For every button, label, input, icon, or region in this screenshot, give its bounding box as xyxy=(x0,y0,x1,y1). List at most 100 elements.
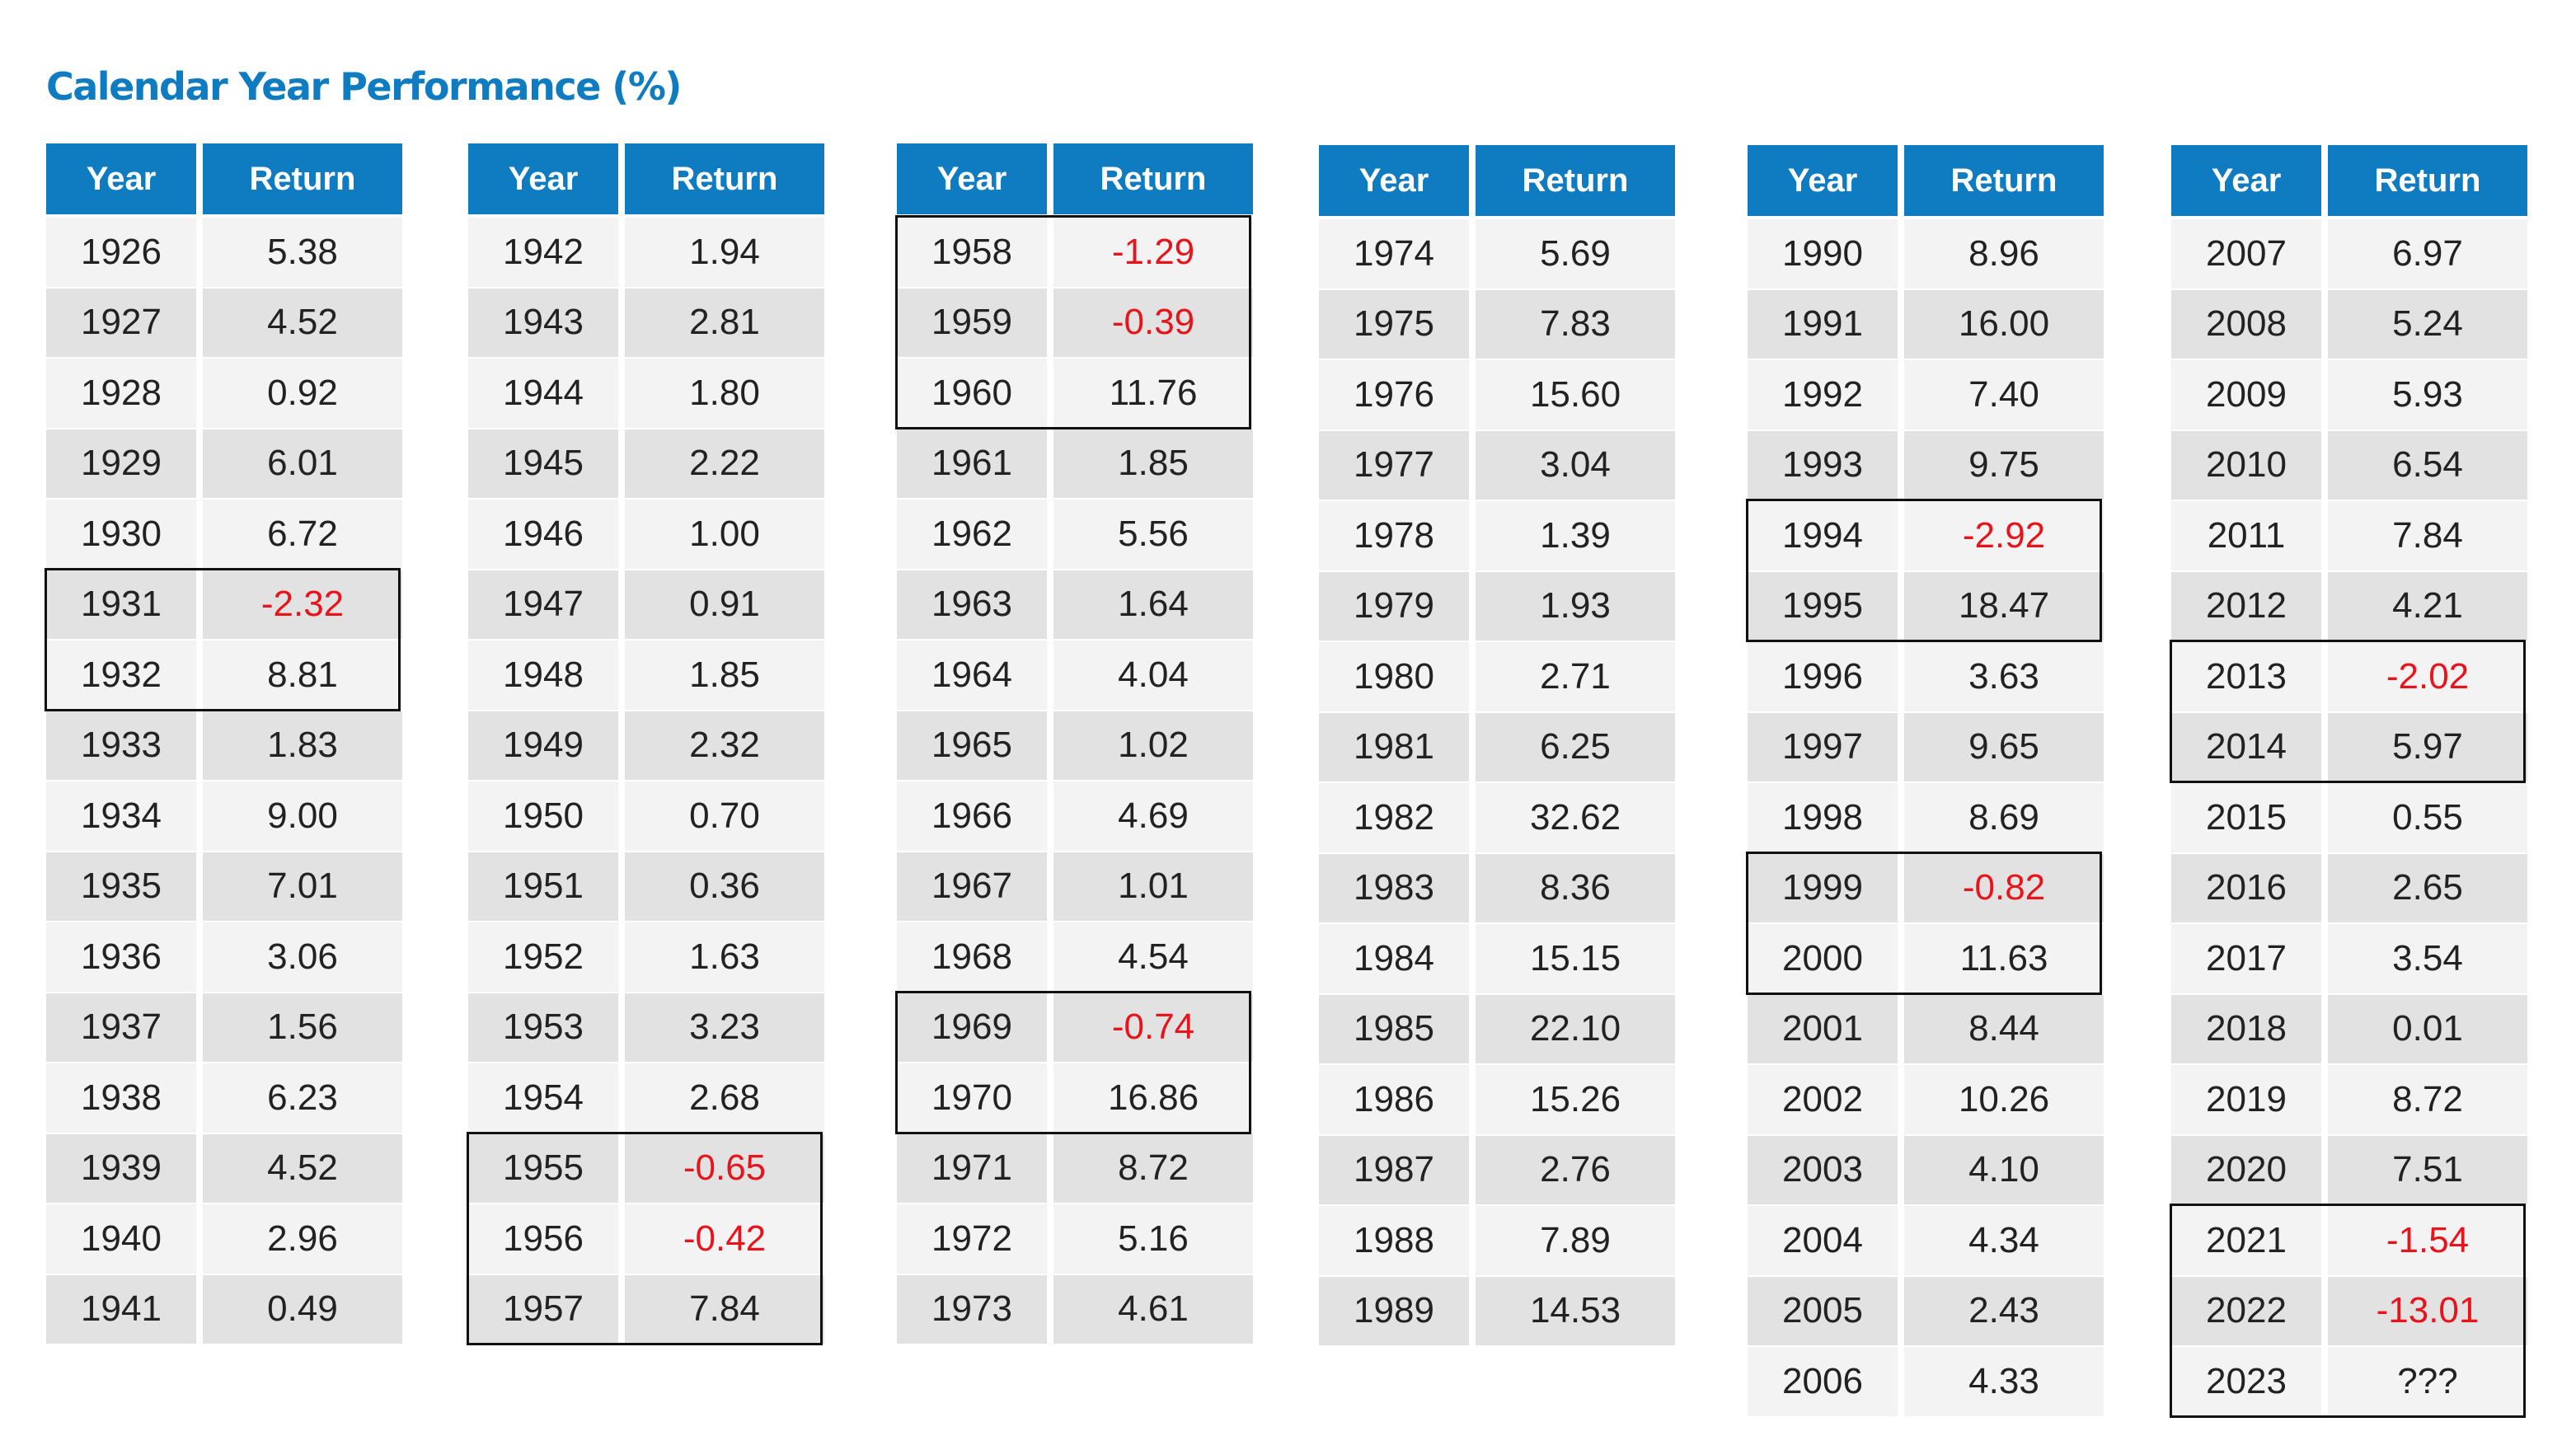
return-cell: 1.85 xyxy=(625,639,824,710)
year-cell: 1928 xyxy=(46,357,196,428)
table-row: 2016 2.65 xyxy=(2171,852,2527,922)
return-cell: 8.44 xyxy=(1904,993,2104,1063)
return-cell: 9.75 xyxy=(1904,429,2104,500)
table-row: 1996 3.63 xyxy=(1748,641,2104,711)
header-year: Year xyxy=(468,143,618,214)
return-cell: 4.34 xyxy=(1904,1204,2104,1275)
table-row: 1970 16.86 xyxy=(897,1062,1253,1133)
year-cell: 1956 xyxy=(468,1203,618,1274)
return-cell: 5.69 xyxy=(1476,218,1675,289)
year-cell: 1982 xyxy=(1319,781,1469,852)
return-cell: 4.61 xyxy=(1053,1273,1253,1344)
table-row: 1997 9.65 xyxy=(1748,711,2104,781)
year-cell: 1944 xyxy=(468,357,618,428)
table-row: 2010 6.54 xyxy=(2171,429,2527,500)
return-cell: 16.00 xyxy=(1904,288,2104,359)
table-row: 2023??? xyxy=(2171,1345,2527,1416)
year-cell: 1959 xyxy=(897,286,1047,357)
table-row: 1963 1.64 xyxy=(897,568,1253,639)
return-cell: -1.54 xyxy=(2328,1204,2527,1275)
return-cell: 32.62 xyxy=(1476,781,1675,852)
table-row: 1927 4.52 xyxy=(46,286,402,357)
return-cell: 0.49 xyxy=(203,1273,402,1344)
return-cell: 6.72 xyxy=(203,498,402,569)
year-cell: 1985 xyxy=(1319,993,1469,1063)
year-cell: 1945 xyxy=(468,427,618,498)
header-year: Year xyxy=(1319,145,1469,216)
table-body: 1942 1.94 1943 2.81 1944 1.80 1945 2.22 1946 1.00… xyxy=(467,216,824,1345)
return-cell: 1.56 xyxy=(203,991,402,1062)
year-cell: 1930 xyxy=(46,498,196,569)
table-row: 1942 1.94 xyxy=(468,216,824,287)
return-cell: 4.21 xyxy=(2328,570,2527,641)
table-row: 1946 1.00 xyxy=(468,498,824,569)
year-cell: 1940 xyxy=(46,1203,196,1274)
year-cell: 1967 xyxy=(897,850,1047,921)
year-cell: 1973 xyxy=(897,1273,1047,1344)
year-cell: 1998 xyxy=(1748,781,1898,852)
year-cell: 1953 xyxy=(468,991,618,1062)
year-cell: 1964 xyxy=(897,639,1047,710)
return-cell: 4.52 xyxy=(203,286,402,357)
year-cell: 1952 xyxy=(468,921,618,992)
return-cell: 0.92 xyxy=(203,357,402,428)
table-row: 1950 0.70 xyxy=(468,780,824,851)
year-cell: 1966 xyxy=(897,780,1047,851)
year-cell: 2013 xyxy=(2171,641,2321,711)
return-cell: 0.55 xyxy=(2328,781,2527,852)
table-row: 1967 1.01 xyxy=(897,850,1253,921)
table-row: 1957 7.84 xyxy=(468,1273,824,1344)
table-row: 2009 5.93 xyxy=(2171,359,2527,429)
table-row: 2008 5.24 xyxy=(2171,288,2527,359)
year-cell: 1937 xyxy=(46,991,196,1062)
return-cell: 2.96 xyxy=(203,1203,402,1274)
year-cell: 2003 xyxy=(1748,1133,1898,1204)
year-cell: 1939 xyxy=(46,1132,196,1203)
table-row: 2003 4.10 xyxy=(1748,1133,2104,1204)
year-cell: 2012 xyxy=(2171,570,2321,641)
return-cell: 8.72 xyxy=(2328,1063,2527,1134)
table-row: 1958 -1.29 xyxy=(897,216,1253,287)
table-row: 1944 1.80 xyxy=(468,357,824,428)
table-body: 1926 5.38 1927 4.52 1928 0.92 1929 6.01 1930 6.72… xyxy=(45,216,402,1344)
return-cell: 11.76 xyxy=(1053,357,1253,428)
table-row: 1981 6.25 xyxy=(1319,711,1675,781)
table-row: 1936 3.06 xyxy=(46,921,402,992)
return-cell: 6.23 xyxy=(203,1062,402,1133)
performance-table-1: Year Return 1926 5.38 1927 4.52 1928 0.92 1929 6.… xyxy=(45,143,402,1344)
table-row: 1986 15.26 xyxy=(1319,1063,1675,1134)
table-row: 1956 -0.42 xyxy=(468,1203,824,1274)
return-cell: 4.33 xyxy=(1904,1345,2104,1416)
table-row: 2000 11.63 xyxy=(1748,922,2104,993)
return-cell: 8.69 xyxy=(1904,781,2104,852)
year-cell: 2002 xyxy=(1748,1063,1898,1134)
performance-table-5: Year Return 1990 8.96 1991 16.00 1992 7.40 1993 9… xyxy=(1746,145,2104,1416)
year-cell: 1955 xyxy=(468,1132,618,1203)
table-row: 1953 3.23 xyxy=(468,991,824,1062)
return-cell: 1.01 xyxy=(1053,850,1253,921)
return-cell: 1.39 xyxy=(1476,500,1675,570)
header-year: Year xyxy=(2171,145,2321,216)
table-row: 1974 5.69 xyxy=(1319,218,1675,289)
return-cell: 0.36 xyxy=(625,850,824,921)
table-row: 1945 2.22 xyxy=(468,427,824,498)
year-cell: 1971 xyxy=(897,1132,1047,1203)
table-body: 1990 8.96 1991 16.00 1992 7.40 1993 9.75 1994 -2.… xyxy=(1746,218,2104,1416)
year-cell: 2014 xyxy=(2171,711,2321,781)
table-header: Year Return xyxy=(1319,145,1675,216)
header-year: Year xyxy=(897,143,1047,214)
table-row: 1949 2.32 xyxy=(468,709,824,780)
table-row: 1990 8.96 xyxy=(1748,218,2104,289)
table-header: Year Return xyxy=(897,143,1253,214)
return-cell: 8.72 xyxy=(1053,1132,1253,1203)
year-cell: 2019 xyxy=(2171,1063,2321,1134)
year-cell: 1987 xyxy=(1319,1133,1469,1204)
return-cell: 2.32 xyxy=(625,709,824,780)
year-cell: 1961 xyxy=(897,427,1047,498)
header-year: Year xyxy=(46,143,196,214)
year-cell: 1949 xyxy=(468,709,618,780)
year-cell: 1978 xyxy=(1319,500,1469,570)
year-cell: 1974 xyxy=(1319,218,1469,289)
return-cell: ??? xyxy=(2328,1345,2527,1416)
year-cell: 2000 xyxy=(1748,922,1898,993)
